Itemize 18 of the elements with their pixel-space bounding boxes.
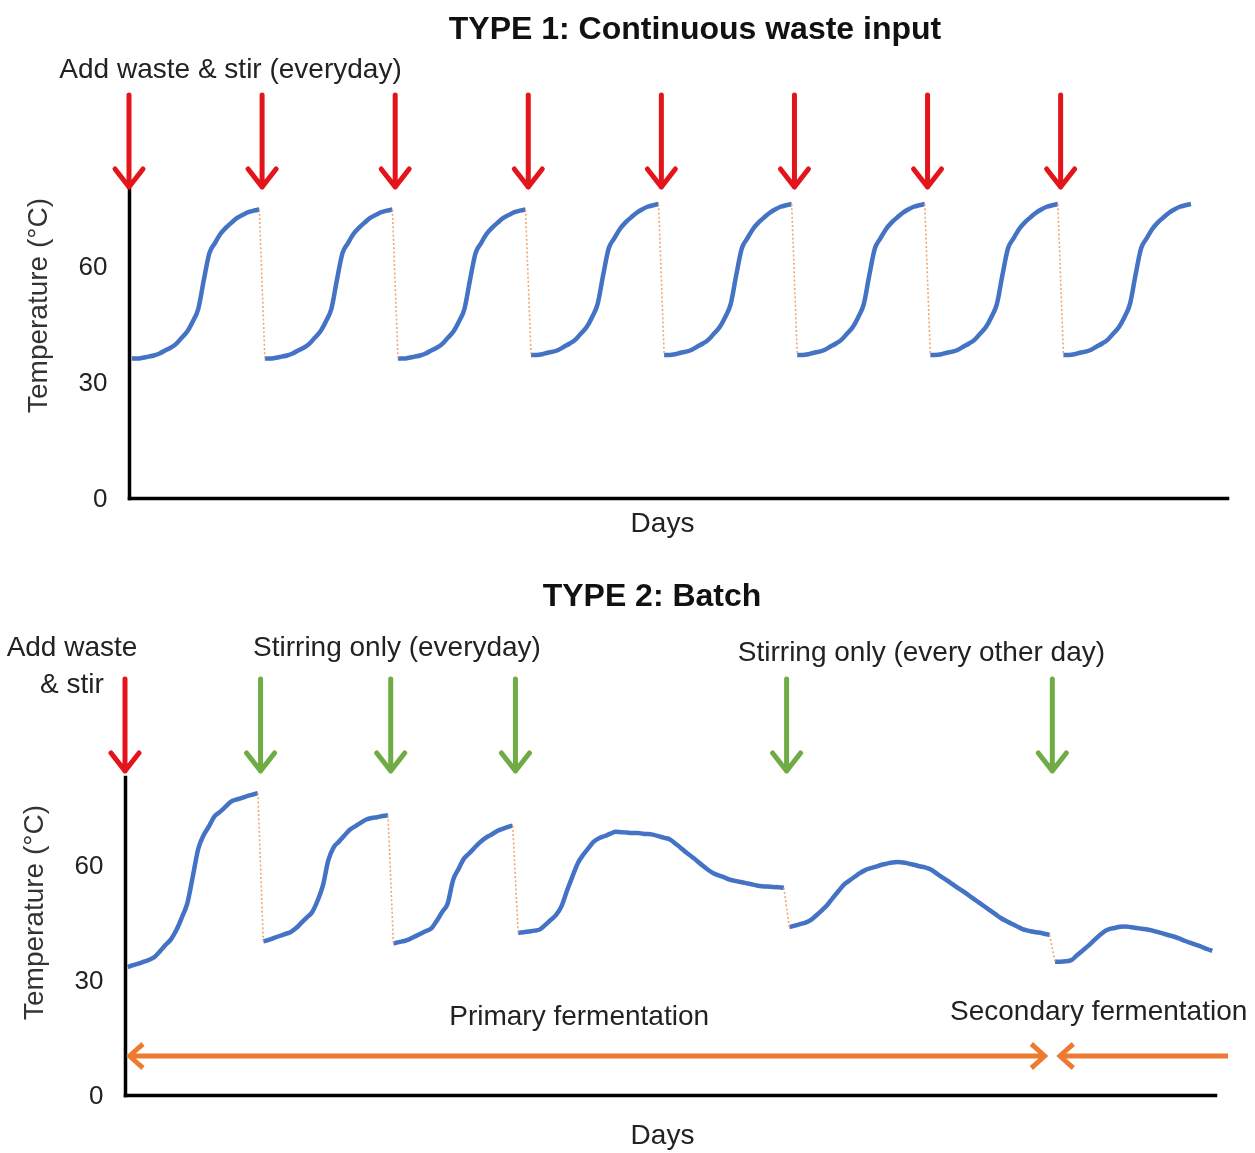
text: Add waste & stir (everyday)	[59, 53, 402, 84]
y-tick-label: 0	[89, 1079, 104, 1110]
y-tick-label: 0	[93, 482, 108, 513]
x-axis-title: Days	[630, 506, 695, 538]
text: Add waste & stir	[6, 631, 138, 699]
y-axis-title: Temperature (°C)	[17, 804, 49, 1021]
text: Stirring only (every other day)	[737, 636, 1106, 667]
y-tick-label: 30	[74, 964, 104, 995]
x-axis-title: Days	[630, 1118, 695, 1150]
chart-title: TYPE 2: Batch	[542, 577, 762, 613]
annotation: Primary fermentation	[449, 1000, 710, 1031]
y-axis-title: Temperature (°C)	[21, 197, 53, 414]
y-tick-label: 60	[74, 849, 104, 880]
y-tick-label: 30	[78, 366, 108, 397]
chart-title: TYPE 1: Continuous waste input	[448, 10, 942, 46]
annotation: Secondary fermentation	[950, 995, 1248, 1026]
text: Stirring only (everyday)	[253, 631, 541, 662]
y-tick-label: 60	[78, 250, 108, 281]
